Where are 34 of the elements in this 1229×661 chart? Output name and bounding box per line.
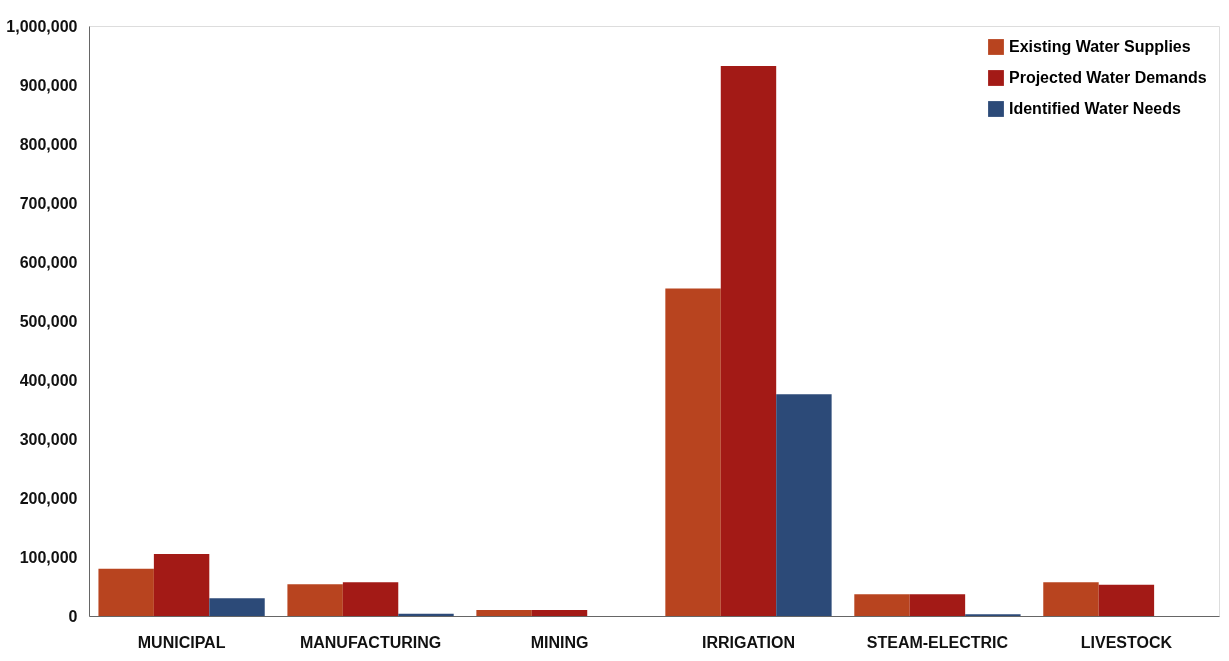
y-tick-label: 700,000: [19, 194, 78, 212]
y-tick-label: 200,000: [19, 489, 78, 507]
y-tick-label: 500,000: [19, 312, 78, 330]
y-tick-label: 400,000: [19, 371, 78, 389]
bar: [1098, 584, 1155, 616]
bar: [98, 568, 154, 616]
bar: [476, 610, 532, 616]
bar: [1043, 582, 1099, 616]
y-tick-label: 0: [68, 607, 78, 625]
y-tick-label: 600,000: [19, 253, 78, 271]
y-tick-label: 100,000: [19, 548, 78, 566]
bar: [209, 598, 265, 616]
legend-label: Projected Water Demands: [1009, 69, 1207, 86]
x-tick-label: MANUFACTURING: [299, 633, 442, 651]
legend-label: Existing Water Supplies: [1009, 38, 1191, 55]
y-tick-label: 300,000: [19, 430, 78, 448]
y-tick-label: 800,000: [19, 135, 78, 153]
legend-label: Identified Water Needs: [1009, 100, 1181, 117]
bar: [342, 582, 399, 616]
bar: [909, 594, 966, 616]
bar: [776, 394, 832, 616]
y-tick-label: 900,000: [19, 76, 78, 94]
bar: [153, 554, 210, 616]
x-tick-label: STEAM-ELECTRIC: [866, 633, 1009, 651]
x-tick-label: MINING: [530, 633, 589, 651]
bar: [287, 584, 343, 616]
x-tick-label: LIVESTOCK: [1080, 633, 1173, 651]
y-tick-label: 1,000,000: [6, 17, 78, 35]
bar: [720, 66, 777, 616]
bar: [531, 610, 588, 616]
x-tick-label: MUNICIPAL: [137, 633, 226, 651]
bar: [665, 288, 721, 616]
x-tick-label: IRRIGATION: [701, 633, 795, 651]
bar: [854, 594, 910, 616]
